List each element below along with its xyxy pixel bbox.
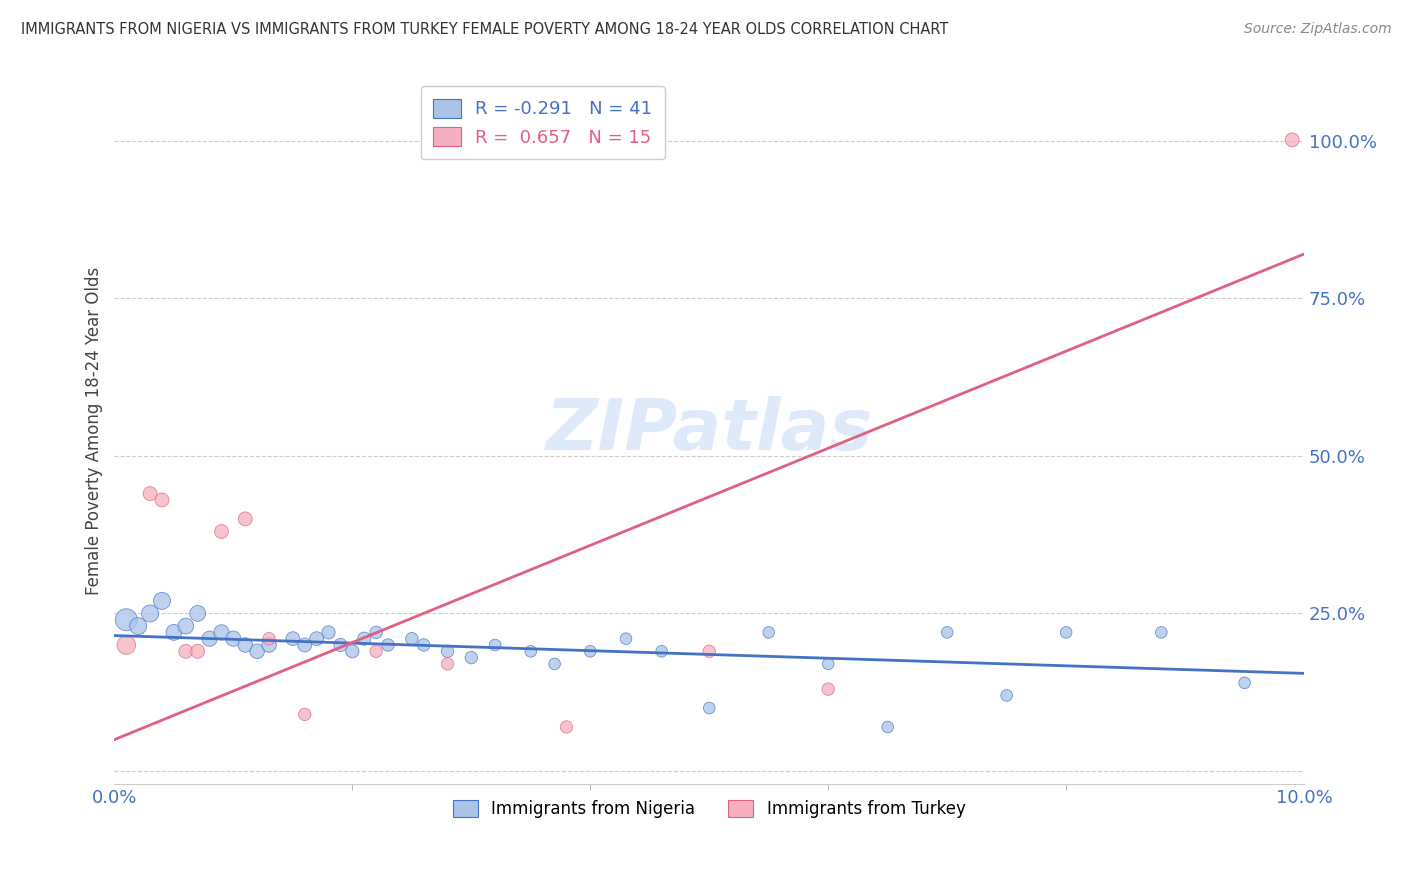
Point bbox=[366, 644, 388, 658]
Point bbox=[1150, 625, 1173, 640]
Point bbox=[257, 632, 280, 646]
Text: ZIPatlas: ZIPatlas bbox=[546, 396, 873, 465]
Point bbox=[460, 650, 482, 665]
Point bbox=[246, 644, 269, 658]
Point bbox=[484, 638, 506, 652]
Point bbox=[198, 632, 221, 646]
Point bbox=[1054, 625, 1077, 640]
Point bbox=[150, 492, 173, 507]
Point bbox=[305, 632, 328, 646]
Legend: Immigrants from Nigeria, Immigrants from Turkey: Immigrants from Nigeria, Immigrants from… bbox=[446, 793, 973, 825]
Point bbox=[294, 638, 316, 652]
Point bbox=[187, 607, 209, 621]
Point bbox=[579, 644, 602, 658]
Point bbox=[436, 657, 458, 671]
Point bbox=[876, 720, 898, 734]
Point bbox=[233, 638, 256, 652]
Point bbox=[187, 644, 209, 658]
Point bbox=[150, 594, 173, 608]
Y-axis label: Female Poverty Among 18-24 Year Olds: Female Poverty Among 18-24 Year Olds bbox=[86, 267, 103, 595]
Point bbox=[211, 524, 233, 539]
Point bbox=[281, 632, 304, 646]
Point bbox=[697, 644, 720, 658]
Point bbox=[222, 632, 245, 646]
Point bbox=[697, 701, 720, 715]
Point bbox=[174, 644, 197, 658]
Point bbox=[353, 632, 375, 646]
Point bbox=[377, 638, 399, 652]
Point bbox=[366, 625, 388, 640]
Point bbox=[174, 619, 197, 633]
Point bbox=[127, 619, 149, 633]
Point bbox=[995, 689, 1018, 703]
Point bbox=[318, 625, 340, 640]
Point bbox=[543, 657, 565, 671]
Text: IMMIGRANTS FROM NIGERIA VS IMMIGRANTS FROM TURKEY FEMALE POVERTY AMONG 18-24 YEA: IMMIGRANTS FROM NIGERIA VS IMMIGRANTS FR… bbox=[21, 22, 949, 37]
Point bbox=[115, 613, 138, 627]
Point bbox=[436, 644, 458, 658]
Point bbox=[520, 644, 543, 658]
Point bbox=[115, 638, 138, 652]
Point bbox=[1233, 676, 1256, 690]
Text: Source: ZipAtlas.com: Source: ZipAtlas.com bbox=[1244, 22, 1392, 37]
Point bbox=[233, 512, 256, 526]
Point bbox=[329, 638, 352, 652]
Point bbox=[294, 707, 316, 722]
Point bbox=[555, 720, 578, 734]
Point bbox=[651, 644, 673, 658]
Point bbox=[936, 625, 959, 640]
Point bbox=[614, 632, 637, 646]
Point bbox=[163, 625, 186, 640]
Point bbox=[257, 638, 280, 652]
Point bbox=[817, 657, 839, 671]
Point bbox=[758, 625, 780, 640]
Point bbox=[139, 607, 162, 621]
Point bbox=[1281, 133, 1303, 147]
Point bbox=[211, 625, 233, 640]
Point bbox=[401, 632, 423, 646]
Point bbox=[817, 682, 839, 697]
Point bbox=[139, 486, 162, 500]
Point bbox=[412, 638, 434, 652]
Point bbox=[342, 644, 364, 658]
